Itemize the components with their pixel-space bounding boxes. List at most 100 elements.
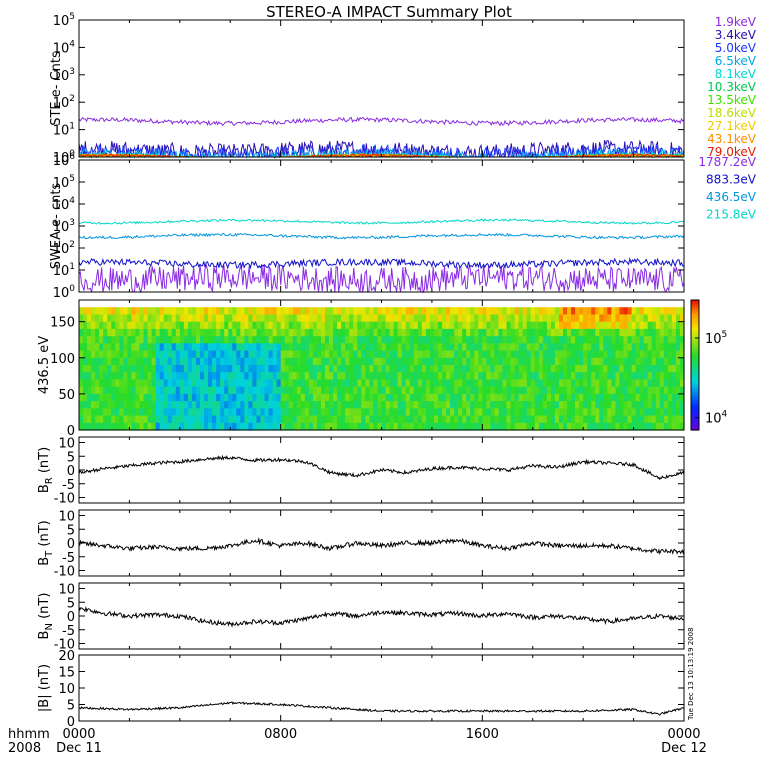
heatmap-cell <box>385 379 391 388</box>
heatmap-cell <box>264 379 270 388</box>
heatmap-cell <box>454 365 459 373</box>
heatmap-cell <box>518 321 524 330</box>
heatmap-cell <box>232 365 237 373</box>
heatmap-cell <box>603 307 608 316</box>
heatmap-cell <box>365 350 370 359</box>
heatmap-cell <box>135 328 141 337</box>
heatmap-cell <box>163 408 169 417</box>
heatmap-cell <box>163 336 169 344</box>
heatmap-cell <box>575 372 580 381</box>
heatmap-cell <box>603 321 608 330</box>
heatmap-cell <box>655 336 661 344</box>
heatmap-cell <box>546 422 552 431</box>
heatmap-cell <box>627 307 633 316</box>
heatmap-cell <box>530 365 536 373</box>
heatmap-cell <box>244 357 249 366</box>
heatmap-cell <box>470 393 475 402</box>
heatmap-cell <box>183 336 189 344</box>
heatmap-cell <box>256 365 262 373</box>
heatmap-cell <box>87 379 92 388</box>
heatmap-cell <box>587 386 592 395</box>
heatmap-cell <box>599 393 604 402</box>
heatmap-cell <box>558 379 564 388</box>
heatmap-cell <box>583 365 588 373</box>
heatmap-cell <box>587 343 592 352</box>
heatmap-cell <box>639 321 645 330</box>
heatmap-cell <box>321 314 326 323</box>
heatmap-cell <box>534 336 540 344</box>
heatmap-cell <box>567 328 572 337</box>
heatmap-cell <box>308 357 314 366</box>
heatmap-cell <box>603 422 608 431</box>
heatmap-cell <box>280 307 286 316</box>
y-tick-label: 100 <box>53 149 76 166</box>
heatmap-cell <box>470 379 475 388</box>
heatmap-cell <box>607 336 612 344</box>
heatmap-cell <box>558 357 564 366</box>
heatmap-cell <box>647 372 653 381</box>
heatmap-cell <box>433 343 439 352</box>
heatmap-cell <box>442 422 447 431</box>
heatmap-cell <box>268 365 274 373</box>
heatmap-cell <box>87 393 92 402</box>
heatmap-cell <box>639 307 645 316</box>
heatmap-cell <box>611 328 617 337</box>
heatmap-cell <box>200 365 205 373</box>
heatmap-cell <box>647 422 653 431</box>
heatmap-cell <box>571 415 576 424</box>
heatmap-cell <box>312 336 318 344</box>
heatmap-cell <box>413 365 419 373</box>
heatmap-cell <box>171 343 177 352</box>
heatmap-cell <box>397 350 403 359</box>
heatmap-cell <box>260 357 266 366</box>
tick-base: 10 <box>53 176 70 191</box>
heatmap-cell <box>325 408 330 417</box>
heatmap-cell <box>458 422 463 431</box>
heatmap-cell <box>421 372 427 381</box>
heatmap-cell <box>401 372 407 381</box>
heatmap-cell <box>333 307 338 316</box>
heatmap-cell <box>107 393 112 402</box>
heatmap-cell <box>433 393 439 402</box>
heatmap-cell <box>518 379 524 388</box>
heatmap-cell <box>675 365 681 373</box>
heatmap-cell <box>171 350 177 359</box>
heatmap-cell <box>135 401 141 409</box>
heatmap-cell <box>514 314 520 323</box>
heatmap-cell <box>139 372 145 381</box>
heatmap-cell <box>425 401 431 409</box>
heatmap-cell <box>220 408 225 417</box>
heatmap-cell <box>675 357 681 366</box>
heatmap-cell <box>615 357 621 366</box>
heatmap-cell <box>442 408 447 417</box>
heatmap-cell <box>389 336 395 344</box>
heatmap-cell <box>530 415 536 424</box>
heatmap-cell <box>171 336 177 344</box>
heatmap-cell <box>405 321 411 330</box>
heatmap-cell <box>619 314 625 323</box>
heatmap-cell <box>667 336 673 344</box>
heatmap-cell <box>675 321 681 330</box>
heatmap-cell <box>232 321 237 330</box>
heatmap-cell <box>397 336 403 344</box>
heatmap-cell <box>506 415 512 424</box>
heatmap-cell <box>546 408 552 417</box>
heatmap-cell <box>611 321 617 330</box>
heatmap-cell <box>183 328 189 337</box>
heatmap-cell <box>611 365 617 373</box>
heatmap-cell <box>567 393 572 402</box>
heatmap-cell <box>288 357 294 366</box>
heatmap-cell <box>107 386 112 395</box>
heatmap-cell <box>575 379 580 388</box>
heatmap-cell <box>651 336 657 344</box>
heatmap-cell <box>333 350 338 359</box>
heatmap-cell <box>204 343 209 352</box>
heatmap-cell <box>220 415 225 424</box>
heatmap-cell <box>183 372 189 381</box>
heatmap-cell <box>450 321 455 330</box>
heatmap-cell <box>216 328 221 337</box>
heatmap-cell <box>663 328 669 337</box>
heatmap-cell <box>361 307 366 316</box>
heatmap-cell <box>365 393 370 402</box>
heatmap-cell <box>179 401 185 409</box>
